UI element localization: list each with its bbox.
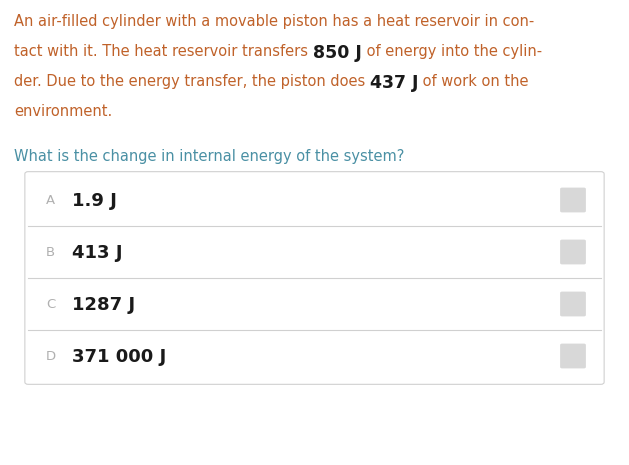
FancyBboxPatch shape	[560, 344, 586, 368]
Text: An air-filled cylinder with a movable piston has a heat reservoir in con-: An air-filled cylinder with a movable pi…	[14, 14, 534, 29]
Text: 1287 J: 1287 J	[72, 296, 135, 314]
FancyBboxPatch shape	[560, 292, 586, 316]
Text: tact with it. The heat reservoir transfers: tact with it. The heat reservoir transfe…	[14, 44, 313, 59]
Text: D: D	[46, 351, 56, 364]
Text: environment.: environment.	[14, 104, 112, 119]
Text: C: C	[46, 299, 55, 312]
Text: of work on the: of work on the	[418, 74, 529, 89]
FancyBboxPatch shape	[25, 172, 604, 385]
FancyBboxPatch shape	[560, 239, 586, 265]
FancyBboxPatch shape	[560, 187, 586, 213]
Text: A: A	[46, 194, 55, 207]
Text: B: B	[46, 246, 55, 259]
Text: 371 000 J: 371 000 J	[72, 348, 166, 366]
Text: 413 J: 413 J	[72, 244, 123, 262]
Text: of energy into the cylin-: of energy into the cylin-	[362, 44, 542, 59]
Text: 850 J: 850 J	[313, 44, 362, 62]
Text: 437 J: 437 J	[370, 74, 418, 92]
Text: der. Due to the energy transfer, the piston does: der. Due to the energy transfer, the pis…	[14, 74, 370, 89]
Text: What is the change in internal energy of the system?: What is the change in internal energy of…	[14, 149, 404, 164]
Text: 1.9 J: 1.9 J	[72, 192, 117, 210]
